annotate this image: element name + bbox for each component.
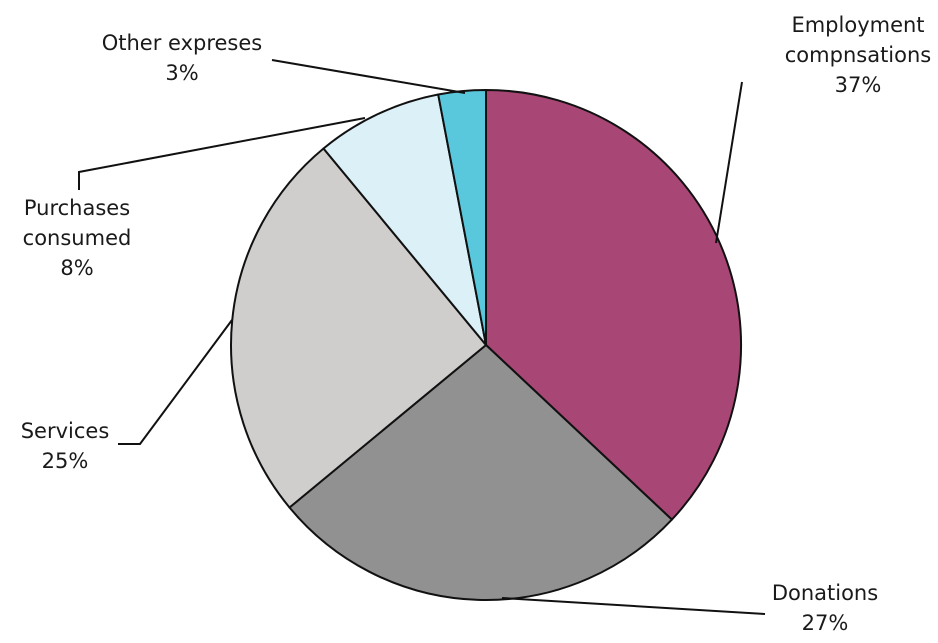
pie-slice-other-expreses (437, 88, 487, 346)
leader-line (78, 117, 366, 190)
leader-lines (78, 59, 766, 615)
leader-line (715, 81, 743, 244)
pie-slice-employment-compnsations (485, 89, 742, 521)
slice-name-label: consumed (23, 226, 132, 250)
pie-slice-donations (288, 344, 673, 602)
slice-labels: Employment compnsations 37% Donations 27% Ser… (21, 13, 932, 635)
slice-name-label: Employment (791, 13, 924, 37)
slice-value-label: 37% (835, 73, 882, 97)
slice-value-label: 8% (60, 256, 93, 280)
slice-name-label: Donations (772, 581, 878, 605)
slice-value-label: 25% (42, 449, 89, 473)
pie-slice-purchases-consumed (322, 93, 487, 346)
leader-line (118, 319, 233, 445)
pie-slices (230, 88, 742, 602)
slice-value-label: 27% (802, 611, 849, 635)
slice-name-label: Other expreses (102, 31, 263, 55)
slice-name-label: Services (21, 419, 110, 443)
leader-line (501, 597, 766, 615)
slice-value-label: 3% (165, 61, 198, 85)
slice-name-label: compnsations (785, 43, 931, 67)
slice-name-label: Purchases (24, 196, 130, 220)
leader-line (271, 59, 466, 94)
